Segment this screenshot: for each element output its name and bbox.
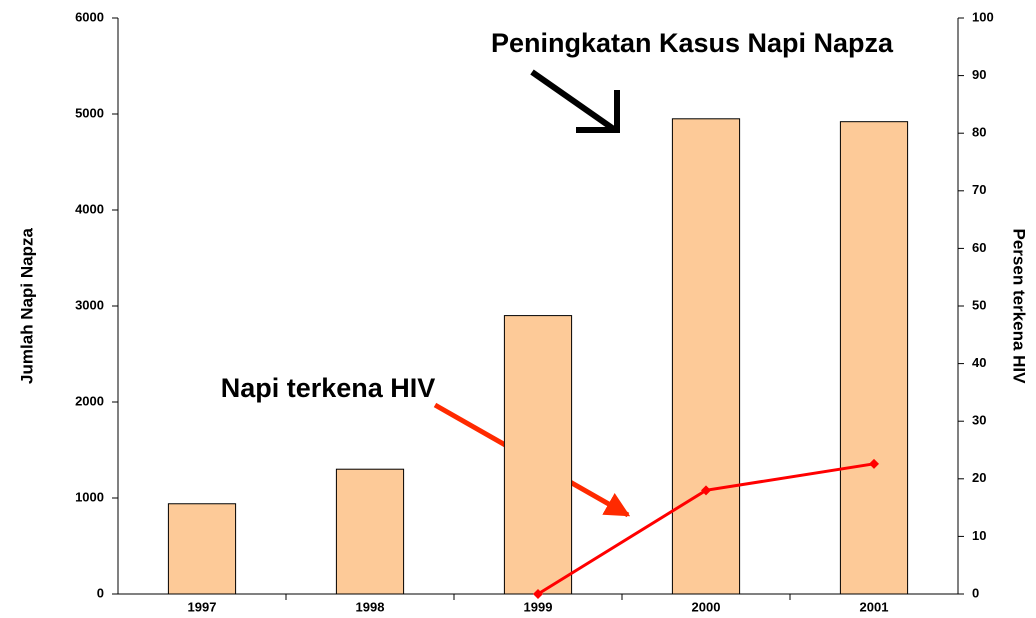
y2-tick-label: 20 bbox=[972, 470, 986, 485]
y2-tick-label: 90 bbox=[972, 67, 986, 82]
annotation: Peningkatan Kasus Napi Napza bbox=[491, 28, 894, 58]
annotation: Napi terkena HIV bbox=[221, 373, 436, 403]
bar bbox=[503, 315, 573, 595]
bar bbox=[671, 118, 741, 595]
y2-tick-label: 10 bbox=[972, 528, 986, 543]
x-tick-label: 1998 bbox=[356, 599, 385, 614]
bar bbox=[839, 121, 909, 595]
y-tick-label: 6000 bbox=[75, 9, 104, 24]
x-tick-label: 1997 bbox=[188, 599, 217, 614]
marker bbox=[533, 589, 543, 599]
y2-tick-label: 80 bbox=[972, 125, 986, 140]
y2-tick-label: 60 bbox=[972, 240, 986, 255]
black-arrow bbox=[530, 69, 620, 133]
bar bbox=[335, 468, 405, 595]
marker bbox=[869, 458, 879, 469]
y-tick-label: 1000 bbox=[75, 489, 104, 504]
marker bbox=[701, 485, 711, 496]
y-tick-label: 4000 bbox=[75, 201, 104, 216]
y2-tick-label: 70 bbox=[972, 182, 986, 197]
y-tick-label: 3000 bbox=[75, 297, 104, 312]
y-axis-title: Jumlah Napi Napza bbox=[17, 228, 36, 384]
y-tick-label: 0 bbox=[97, 585, 104, 600]
x-tick-label: 2001 bbox=[860, 599, 889, 614]
bar bbox=[167, 503, 237, 595]
y2-tick-label: 50 bbox=[972, 297, 986, 312]
x-tick-label: 2000 bbox=[692, 599, 721, 614]
y2-tick-label: 30 bbox=[972, 413, 986, 428]
x-tick-label: 1999 bbox=[524, 599, 553, 614]
y-tick-label: 5000 bbox=[75, 105, 104, 120]
y2-tick-label: 40 bbox=[972, 355, 986, 370]
y2-axis-title: Persen terkena HIV bbox=[1010, 229, 1029, 385]
y2-tick-label: 100 bbox=[972, 9, 994, 24]
y2-tick-label: 0 bbox=[972, 585, 979, 600]
y-tick-label: 2000 bbox=[75, 393, 104, 408]
